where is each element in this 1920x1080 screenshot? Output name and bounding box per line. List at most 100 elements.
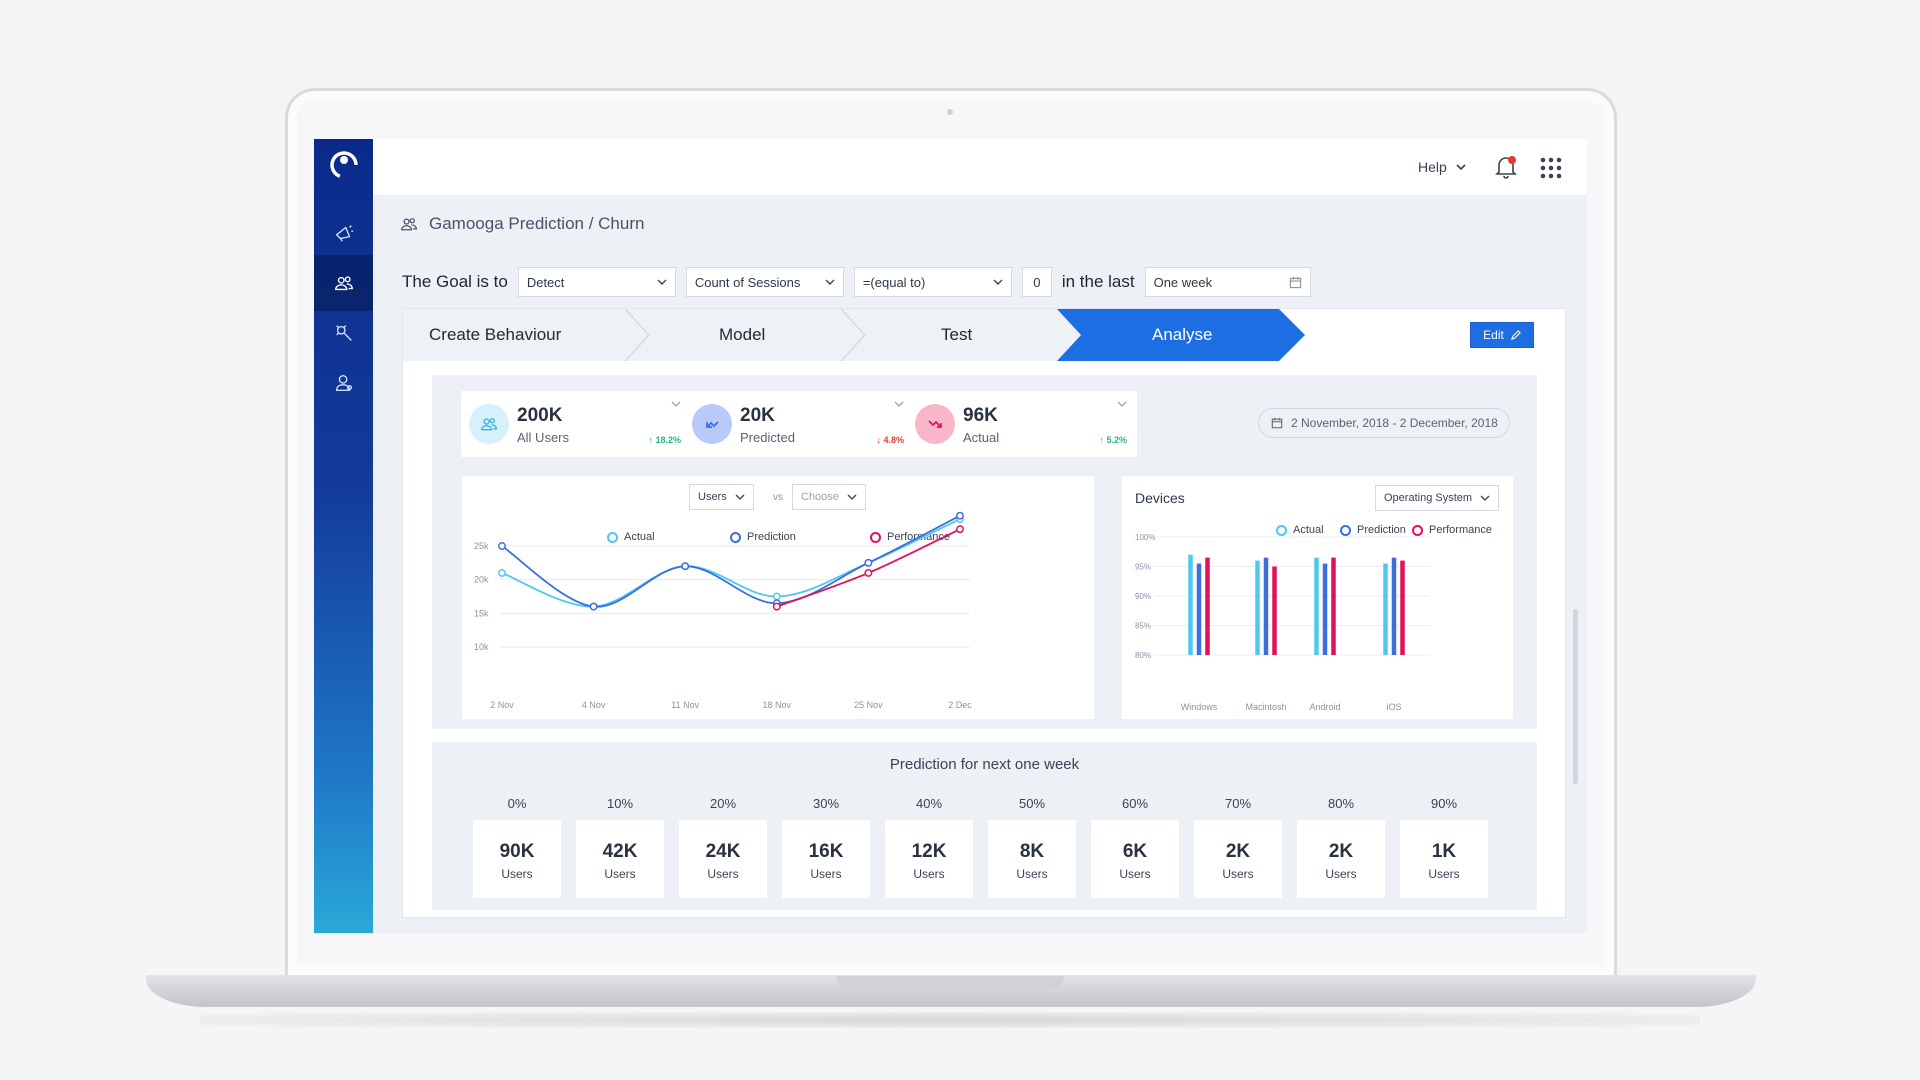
legend-prediction[interactable]: Prediction [730, 531, 796, 543]
laptop-shadow [200, 1012, 1700, 1028]
breadcrumb: Gamooga Prediction / Churn [399, 214, 644, 234]
stat-card-all-users[interactable]: 200K All Users ↑ 18.2% [461, 391, 691, 457]
bar-android-actual [1314, 557, 1319, 655]
goal-prefix: The Goal is to [402, 272, 508, 291]
prediction-value: 90K [499, 841, 535, 862]
y-tick-label: 20k [474, 575, 489, 585]
legend-dot [1276, 524, 1287, 536]
goal-action-select[interactable]: Detect [517, 267, 676, 297]
page-scrollbar[interactable] [1573, 609, 1578, 784]
chevron-down-icon [1456, 164, 1466, 171]
compare-a-select[interactable]: Users [689, 484, 754, 510]
prediction-tile[interactable]: 8K Users [988, 820, 1076, 898]
trend-check-icon [706, 421, 719, 428]
goal-operator-value: =(equal to) [862, 274, 926, 290]
legend-dot [730, 531, 741, 543]
legend-dot [1412, 524, 1423, 536]
goal-metric-select[interactable]: Count of Sessions [685, 267, 844, 297]
help-menu[interactable]: Help [1418, 159, 1467, 175]
legend-actual[interactable]: Actual [1276, 524, 1324, 536]
prediction-tile[interactable]: 6K Users [1091, 820, 1179, 898]
megaphone-icon [335, 225, 353, 242]
legend-performance[interactable]: Performance [1412, 524, 1492, 536]
chevron-down-icon[interactable] [894, 399, 904, 409]
goal-row: The Goal is to Detect Count of Sessions … [402, 266, 1321, 298]
series-line-prediction [501, 514, 961, 608]
bar-windows-prediction [1196, 563, 1202, 655]
stat-card-predicted[interactable]: 20K Predicted ↓ 4.8% [684, 391, 914, 457]
notification-bell-icon[interactable] [1493, 153, 1519, 181]
prediction-tile[interactable]: 2K Users [1297, 820, 1385, 898]
bar-macintosh-prediction [1263, 557, 1269, 655]
legend-prediction[interactable]: Prediction [1340, 524, 1406, 536]
prediction-tile[interactable]: 2K Users [1194, 820, 1282, 898]
sidebar-item-analytics[interactable] [314, 305, 373, 361]
devices-chart-card: Devices Operating System Actual Predicti… [1122, 476, 1513, 719]
chevron-down-icon[interactable] [671, 399, 681, 409]
legend-label: Performance [1429, 524, 1492, 536]
users-icon [480, 417, 498, 431]
goal-value-input[interactable]: 0 [1021, 267, 1052, 297]
prediction-value: 2K [1328, 841, 1354, 862]
stat-icon-circle [915, 404, 955, 444]
sidebar-item-profile[interactable] [314, 355, 373, 411]
stat-change-value: 18.2% [655, 435, 681, 445]
date-range-picker[interactable]: 2 November, 2018 - 2 December, 2018 [1258, 408, 1510, 438]
compare-b-value: Choose [801, 491, 839, 503]
x-tick-label: 4 Nov [582, 700, 606, 710]
steps-background [403, 309, 1305, 361]
goal-metric-value: Count of Sessions [694, 274, 801, 290]
legend-label: Actual [624, 531, 655, 543]
step-model[interactable]: Model [719, 325, 766, 344]
stat-card-actual[interactable]: 96K Actual ↑ 5.2% [907, 391, 1137, 457]
stat-value: 20K [740, 405, 775, 426]
prediction-tile[interactable]: 16K Users [782, 820, 870, 898]
y-tick-label: 90% [1135, 592, 1151, 601]
category-label: Android [1309, 702, 1340, 712]
bar-windows-actual [1188, 554, 1193, 655]
bar-macintosh-actual [1255, 560, 1260, 655]
wizard-steps: Create Behaviour Model Test Analyse Edit [403, 309, 1567, 361]
legend-actual[interactable]: Actual [607, 531, 655, 543]
prediction-tile[interactable]: 42K Users [576, 820, 664, 898]
chevron-down-icon [993, 279, 1003, 285]
stat-change: ↑ 5.2% [1099, 435, 1127, 445]
stat-value: 96K [963, 405, 998, 426]
legend-label: Prediction [747, 531, 796, 543]
step-create-behaviour[interactable]: Create Behaviour [429, 325, 562, 344]
gamooga-logo-icon[interactable] [328, 149, 360, 181]
prediction-value: 24K [705, 841, 741, 862]
prediction-unit: Users [810, 867, 842, 881]
magic-wand-icon [335, 325, 352, 341]
category-label: iOS [1386, 702, 1401, 712]
prediction-tile[interactable]: 12K Users [885, 820, 973, 898]
prediction-percent: 60% [1121, 796, 1149, 811]
apps-grid-icon[interactable] [1540, 157, 1562, 179]
devices-bar-plot: 100% 95% 90% 85% 80% Windows Macintosh Android i… [1135, 533, 1430, 712]
date-range-text: 2 November, 2018 - 2 December, 2018 [1291, 416, 1498, 430]
step-test[interactable]: Test [941, 325, 973, 344]
y-tick-label: 10k [474, 642, 489, 652]
period-picker[interactable]: One week [1144, 267, 1311, 297]
goal-operator-select[interactable]: =(equal to) [853, 267, 1012, 297]
prediction-tile[interactable]: 1K Users [1400, 820, 1488, 898]
sidebar-item-campaigns[interactable] [314, 205, 373, 261]
prediction-percent: 70% [1224, 796, 1252, 811]
compare-b-select[interactable]: Choose [792, 484, 866, 510]
prediction-tile[interactable]: 90K Users [473, 820, 561, 898]
os-filter-value: Operating System [1384, 492, 1473, 504]
bar-ios-performance [1400, 560, 1405, 655]
prediction-unit: Users [501, 867, 533, 881]
step-analyse[interactable]: Analyse [1152, 325, 1213, 344]
prediction-unit: Users [1119, 867, 1151, 881]
stat-label: Predicted [740, 430, 795, 445]
data-point-actual [772, 592, 781, 601]
data-point-prediction [956, 511, 964, 520]
edit-button[interactable]: Edit [1470, 322, 1534, 348]
prediction-tile[interactable]: 24K Users [679, 820, 767, 898]
chevron-down-icon[interactable] [1117, 399, 1127, 409]
chevron-down-icon [1480, 495, 1490, 501]
os-filter-select[interactable]: Operating System [1375, 485, 1500, 511]
sidebar-item-users[interactable] [314, 255, 373, 311]
prediction-percent: 30% [812, 796, 840, 811]
